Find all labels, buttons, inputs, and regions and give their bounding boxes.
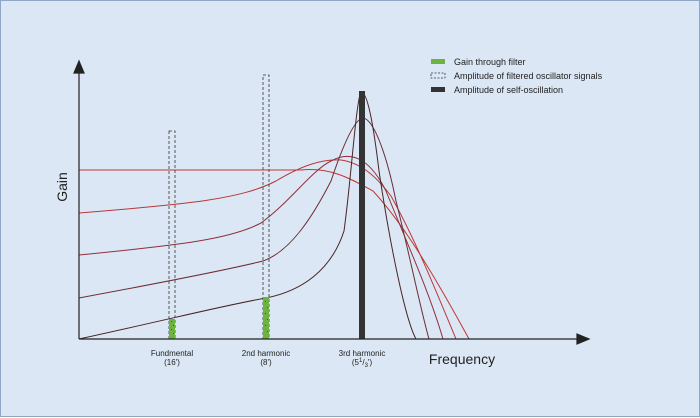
self-oscillation-bar	[359, 91, 365, 339]
harmonic-label-2nd: 2nd harmonic	[242, 349, 290, 358]
response-curves	[78, 91, 470, 340]
harmonic-sub-fundamental: (16')	[164, 358, 180, 367]
legend: Gain through filter Amplitude of filtere…	[430, 57, 603, 95]
harmonic-sub-2nd: (8')	[260, 358, 272, 367]
curve-resonance-2	[78, 155, 444, 340]
x-axis-arrow	[576, 333, 591, 345]
gain-bar-2nd	[263, 297, 269, 339]
curve-resonance-0	[79, 169, 470, 340]
curve-resonance-3	[78, 117, 430, 340]
harmonic-labels: Fundmental (16') 2nd harmonic (8') 3rd h…	[151, 349, 385, 369]
harmonic-label-fundamental: Fundmental	[151, 349, 193, 358]
legend-swatch-gain	[431, 59, 445, 64]
filtered-amplitude-bars	[168, 74, 270, 340]
legend-label-gain: Gain through filter	[454, 57, 526, 67]
y-axis-title: Gain	[54, 172, 70, 202]
legend-label-self-osc: Amplitude of self-oscillation	[454, 85, 563, 95]
legend-swatch-self-osc	[431, 87, 445, 92]
gain-bar-dots	[171, 301, 268, 334]
legend-label-filtered: Amplitude of filtered oscillator signals	[454, 71, 603, 81]
axes	[73, 59, 591, 345]
filtered-bar-fundamental	[168, 130, 176, 340]
y-axis-arrow	[73, 59, 85, 74]
x-axis-title: Frequency	[429, 351, 495, 367]
curve-resonance-4	[78, 91, 417, 340]
legend-swatch-filtered	[430, 72, 446, 79]
harmonic-sub-3rd: (51/3')	[352, 358, 373, 369]
gain-bars	[169, 297, 269, 339]
harmonic-label-3rd: 3rd harmonic	[339, 349, 386, 358]
curve-resonance-1	[78, 159, 457, 340]
